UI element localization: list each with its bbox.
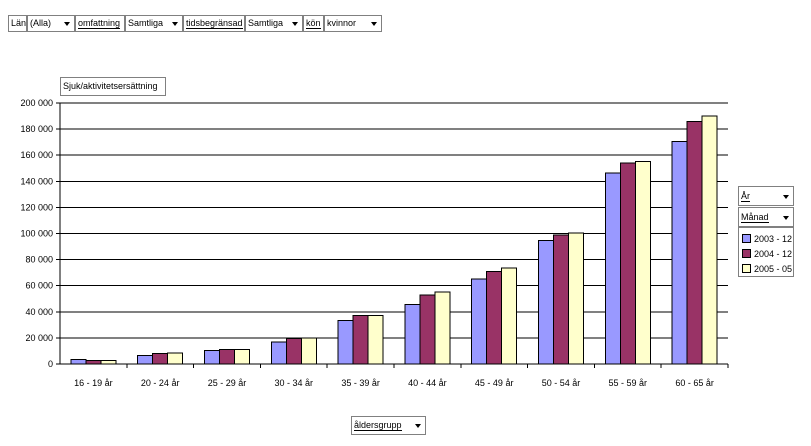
filter-omfattning-label: omfattning <box>75 15 125 32</box>
bar <box>152 353 169 365</box>
dropdown-arrow-icon <box>172 22 178 26</box>
column-field-ar[interactable]: År <box>738 186 794 206</box>
x-tick-label: 30 - 34 år <box>275 378 314 388</box>
filter-kon-value: kvinnor <box>327 18 357 28</box>
column-field-manad-label: Månad <box>741 212 769 223</box>
tick-labels: 0 20 000 40 000 60 000 80 000 100 000 120 000 1… <box>20 98 713 388</box>
y-tick-label: 20 000 <box>25 333 53 343</box>
bar <box>300 337 317 365</box>
bar <box>367 315 384 365</box>
y-tick-label: 100 000 <box>20 229 53 239</box>
bar <box>671 140 688 365</box>
bar <box>100 359 117 365</box>
dropdown-arrow-icon <box>371 22 377 26</box>
bar <box>285 338 302 365</box>
filter-kon-dropdown[interactable]: kvinnor <box>324 15 382 32</box>
filter-omfattning-value: Samtliga <box>128 18 164 28</box>
x-tick-label: 16 - 19 år <box>74 378 113 388</box>
y-tick-label: 200 000 <box>20 98 53 108</box>
bar <box>538 240 554 365</box>
legend-label: 2003 - 12 <box>754 234 793 244</box>
dropdown-arrow-icon <box>292 22 298 26</box>
bar <box>270 341 287 365</box>
filter-tidsbegransad-value: Samtliga <box>248 18 284 28</box>
bar <box>234 349 250 365</box>
bar <box>337 319 354 365</box>
bar <box>501 267 518 365</box>
bar <box>634 161 651 365</box>
y-tick-label: 40 000 <box>25 307 53 317</box>
filter-tidsbegransad-label: tidsbegränsad <box>183 15 245 32</box>
x-tick-label: 40 - 44 år <box>408 378 447 388</box>
filter-lan-label: Län <box>8 15 27 32</box>
dropdown-arrow-icon <box>64 22 70 26</box>
y-tick-label: 160 000 <box>20 150 53 160</box>
x-tick-label: 45 - 49 år <box>475 378 514 388</box>
bar <box>471 278 488 365</box>
x-tick-label: 55 - 59 år <box>609 378 648 388</box>
bar <box>219 349 235 365</box>
bar <box>352 315 369 365</box>
bar <box>701 115 718 365</box>
filter-lan-value: (Alla) <box>30 18 52 28</box>
legend-item: 2003 - 12 <box>742 233 792 245</box>
filter-tidsbegransad-dropdown[interactable]: Samtliga <box>245 15 303 32</box>
dropdown-arrow-icon <box>783 195 789 199</box>
bar <box>404 304 421 365</box>
y-tick-label: 180 000 <box>20 124 53 134</box>
bars <box>70 115 718 365</box>
bar <box>419 294 436 365</box>
legend-swatch-s2 <box>742 249 751 258</box>
row-field-aldersgrupp[interactable]: åldersgrupp <box>351 416 426 435</box>
bar <box>619 162 636 365</box>
bar <box>568 232 584 365</box>
x-tick-label: 35 - 39 år <box>341 378 380 388</box>
filter-kon-label: kön <box>303 15 324 32</box>
x-tick-label: 50 - 54 år <box>542 378 581 388</box>
x-tick-label: 60 - 65 år <box>675 378 714 388</box>
legend-swatch-s1 <box>742 234 751 243</box>
bar <box>486 270 503 365</box>
column-field-ar-label: År <box>741 191 750 202</box>
chart-legend: 2003 - 12 2004 - 12 2005 - 05 <box>738 227 794 277</box>
filter-tidsbegransad-label-text: tidsbegränsad <box>186 18 243 29</box>
bar <box>604 172 621 365</box>
legend-label: 2005 - 05 <box>754 264 793 274</box>
y-tick-label: 60 000 <box>25 281 53 291</box>
row-field-label: åldersgrupp <box>354 420 402 431</box>
filter-omfattning-dropdown[interactable]: Samtliga <box>125 15 183 32</box>
axes <box>56 102 729 368</box>
y-tick-label: 120 000 <box>20 202 53 212</box>
bar <box>167 352 184 365</box>
filter-kon-label-text: kön <box>306 18 321 29</box>
bar <box>137 355 154 365</box>
bar <box>553 234 569 365</box>
y-tick-label: 140 000 <box>20 176 53 186</box>
y-tick-label: 80 000 <box>25 255 53 265</box>
x-tick-label: 20 - 24 år <box>141 378 180 388</box>
bar <box>434 291 451 365</box>
legend-swatch-s3 <box>742 264 751 273</box>
filter-lan-dropdown[interactable]: (Alla) <box>27 15 75 32</box>
filter-omfattning-label-text: omfattning <box>78 18 121 29</box>
y-tick-label: 0 <box>48 359 53 369</box>
bar <box>686 120 703 365</box>
legend-item: 2004 - 12 <box>742 248 792 260</box>
dropdown-arrow-icon <box>415 424 421 428</box>
bar <box>204 349 220 365</box>
legend-item: 2005 - 05 <box>742 263 792 275</box>
bar <box>70 358 87 365</box>
legend-label: 2004 - 12 <box>754 249 793 259</box>
bar <box>85 359 102 365</box>
column-field-manad[interactable]: Månad <box>738 207 794 227</box>
data-field-button[interactable]: Sjuk/aktivitetsersättning <box>60 77 166 96</box>
x-tick-label: 25 - 29 år <box>208 378 247 388</box>
dropdown-arrow-icon <box>783 216 789 220</box>
